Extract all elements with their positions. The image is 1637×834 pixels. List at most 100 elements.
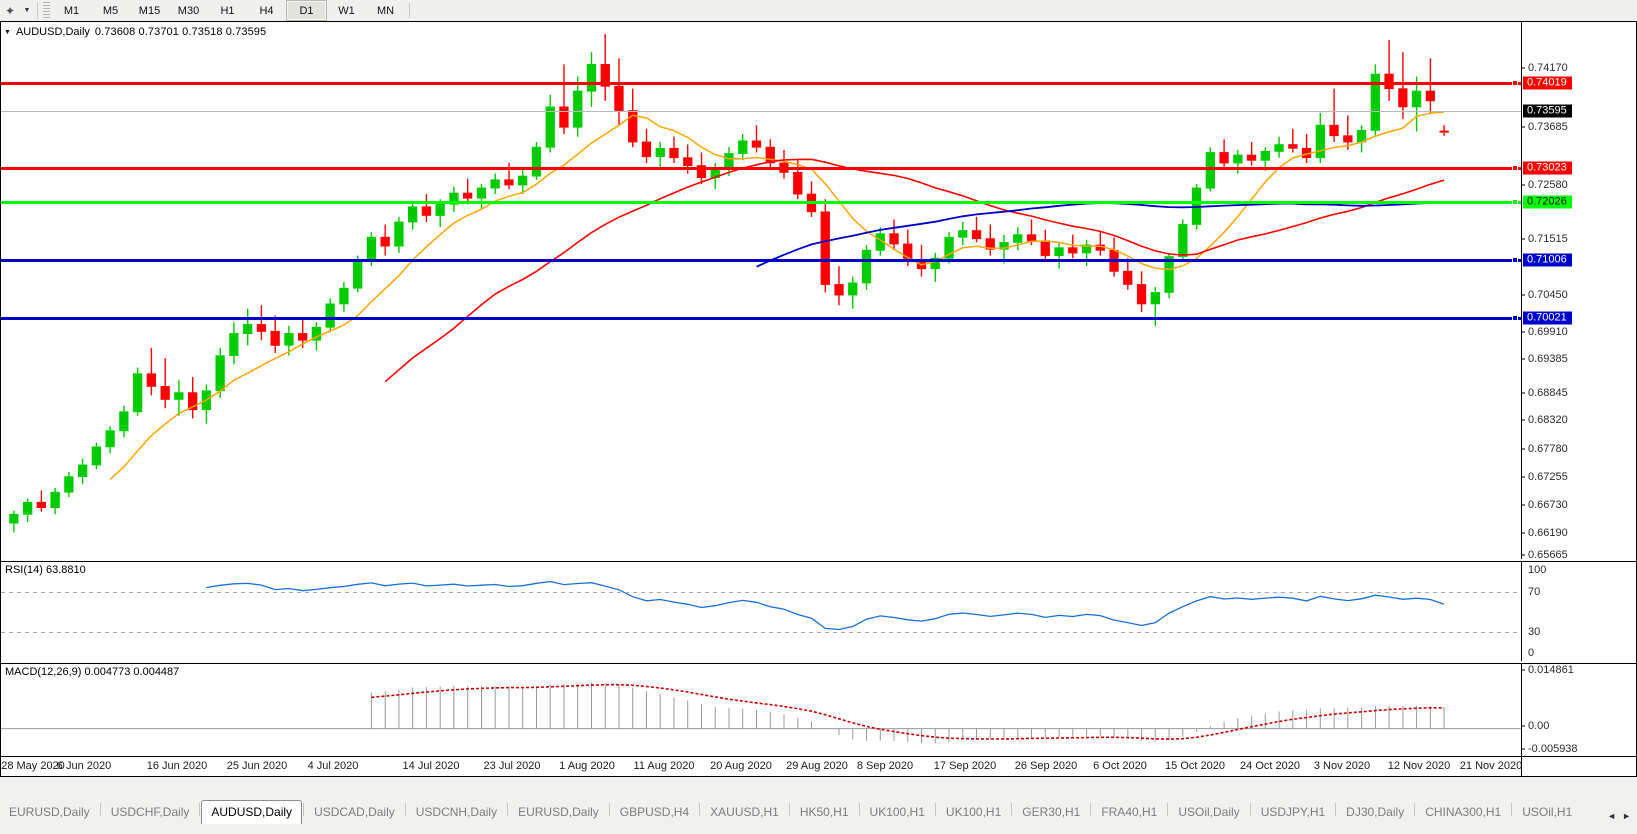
rsi-tick-label: 70 — [1528, 586, 1541, 598]
line-drag-handle[interactable] — [1512, 80, 1518, 86]
time-axis-label: 28 May 2020 — [1, 760, 65, 772]
line-drag-handle[interactable] — [1512, 165, 1518, 171]
time-axis-label: 20 Aug 2020 — [710, 760, 772, 772]
price-tick-label: 0.68320 — [1522, 414, 1568, 426]
tab-fra40-h1[interactable]: FRA40,H1 — [1101, 805, 1158, 819]
timeframe-m30[interactable]: M30 — [177, 4, 200, 17]
horizontal-level-line[interactable] — [1, 167, 1521, 170]
tab-ger30-h1[interactable]: GER30,H1 — [1022, 805, 1081, 819]
time-axis-label: 21 Nov 2020 — [1459, 760, 1521, 772]
tab-divider — [858, 802, 860, 816]
price-tick-label: 0.68845 — [1522, 387, 1568, 399]
timeframe-d1[interactable]: D1 — [286, 0, 327, 21]
toolbar-drag-handle[interactable] — [43, 2, 50, 19]
chart-ohlc-values: 0.73608 0.73701 0.73518 0.73595 — [94, 26, 267, 38]
time-axis-label: 25 Jun 2020 — [226, 760, 288, 772]
chart-symbol-header: ▼ AUDUSD,Daily 0.73608 0.73701 0.73518 0… — [4, 26, 266, 38]
time-axis-label: 14 Jul 2020 — [402, 760, 460, 772]
tab-divider — [1335, 802, 1337, 816]
horizontal-level-line[interactable] — [1, 259, 1521, 262]
tab-scroll-controls: ◄ ► — [1601, 811, 1637, 823]
level-price-label[interactable]: 0.72026 — [1523, 195, 1572, 209]
timeframe-w1[interactable]: W1 — [338, 4, 355, 17]
level-price-label[interactable]: 0.73023 — [1523, 161, 1572, 175]
time-axis-label: 6 Jun 2020 — [56, 760, 112, 772]
tab-audusd-daily[interactable]: AUDUSD,Daily — [201, 800, 303, 824]
time-axis-label: 17 Sep 2020 — [933, 760, 997, 772]
timeframe-h1[interactable]: H1 — [220, 4, 235, 17]
macd-plot-region[interactable] — [1, 664, 1521, 756]
line-drag-handle[interactable] — [1512, 315, 1518, 321]
level-price-label[interactable]: 0.70021 — [1523, 311, 1572, 325]
price-plot-region[interactable] — [1, 22, 1521, 559]
tab-usdcnh-daily[interactable]: USDCNH,Daily — [415, 805, 498, 819]
tab-divider — [99, 802, 101, 816]
macd-tick-label: -0.005938 — [1522, 743, 1578, 755]
price-pane[interactable]: ▼ AUDUSD,Daily 0.73608 0.73701 0.73518 0… — [1, 22, 1636, 559]
horizontal-level-line[interactable] — [1, 201, 1521, 204]
symbol-tabs: EURUSD,Daily USDCHF,Daily AUDUSD,Daily USDC… — [0, 799, 1637, 824]
rsi-plot-region[interactable] — [1, 562, 1521, 661]
line-drag-handle[interactable] — [1512, 257, 1518, 263]
tab-dj30-daily[interactable]: DJ30,Daily — [1346, 805, 1405, 819]
crosshair-icon[interactable]: ✦ — [4, 3, 16, 18]
tab-uk100-h1[interactable]: UK100,H1 — [945, 805, 1002, 819]
timeframe-mn[interactable]: MN — [376, 4, 395, 17]
tab-eurusd-daily[interactable]: EURUSD,Daily — [9, 805, 90, 819]
price-tick-label: 0.69910 — [1522, 326, 1568, 338]
price-tick-label: 0.67780 — [1522, 443, 1568, 455]
time-axis-corner — [1521, 757, 1636, 776]
tab-usdjpy-h1[interactable]: USDJPY,H1 — [1260, 805, 1326, 819]
horizontal-level-line[interactable] — [1, 317, 1521, 320]
level-price-label[interactable]: 0.74019 — [1523, 76, 1572, 90]
timeframe-m15[interactable]: M15 — [138, 4, 161, 17]
toolbar-divider — [37, 2, 38, 19]
time-axis-label: 8 Sep 2020 — [856, 760, 914, 772]
price-axis[interactable]: 0.74170 0.73685 0.72580 0.71515 0.70450 0.699… — [1521, 22, 1636, 559]
tab-china300-h1[interactable]: CHINA300,H1 — [1425, 805, 1502, 819]
tab-usdcad-daily[interactable]: USDCAD,Daily — [314, 805, 395, 819]
tab-eurusd-daily[interactable]: EURUSD,Daily — [518, 805, 599, 819]
tab-gbpusd-h4[interactable]: GBPUSD,H4 — [619, 805, 690, 819]
macd-tick-label: 0.014861 — [1522, 664, 1574, 676]
time-axis[interactable]: 28 May 2020 6 Jun 2020 16 Jun 2020 25 Jun 2… — [1, 756, 1636, 776]
tab-usoil-h1[interactable]: USOil,H1 — [1522, 805, 1573, 819]
timeframe-m5[interactable]: M5 — [102, 4, 119, 17]
rsi-line-chart — [206, 580, 1445, 631]
tab-divider — [699, 802, 701, 816]
symbol-tab-strip: EURUSD,Daily USDCHF,Daily AUDUSD,Daily USDC… — [0, 777, 1637, 834]
time-axis-label: 23 Jul 2020 — [483, 760, 541, 772]
tab-scroll-right-icon[interactable]: ► — [1622, 811, 1631, 821]
price-tick-label: 0.66190 — [1522, 527, 1568, 539]
chart-area[interactable]: ▼ AUDUSD,Daily 0.73608 0.73701 0.73518 0… — [0, 21, 1637, 777]
tab-divider — [788, 802, 790, 816]
price-tick-label: 0.74170 — [1522, 62, 1568, 74]
horizontal-level-line[interactable] — [1, 82, 1521, 85]
rsi-tick-label: 30 — [1528, 626, 1541, 638]
time-axis-label: 16 Jun 2020 — [146, 760, 208, 772]
timeframe-m1[interactable]: M1 — [63, 4, 80, 17]
tab-usdchf-daily[interactable]: USDCHF,Daily — [110, 805, 190, 819]
tab-divider — [1249, 802, 1251, 816]
price-tick-label: 0.69385 — [1522, 353, 1568, 365]
tab-scroll-left-icon[interactable]: ◄ — [1607, 811, 1617, 821]
time-axis-label: 1 Aug 2020 — [559, 760, 615, 772]
time-axis-labels: 28 May 2020 6 Jun 2020 16 Jun 2020 25 Jun 2… — [1, 757, 1521, 776]
rsi-tick-label: 0 — [1528, 647, 1535, 659]
macd-pane[interactable]: MACD(12,26,9) 0.004773 0.004487 0.014861… — [1, 663, 1636, 756]
tab-hk50-h1[interactable]: HK50,H1 — [799, 805, 849, 819]
tab-xauusd-h1[interactable]: XAUUSD,H1 — [710, 805, 779, 819]
tab-divider — [1090, 802, 1092, 816]
tab-usoil-daily[interactable]: USOil,Daily — [1178, 805, 1240, 819]
tab-uk100-h1[interactable]: UK100,H1 — [869, 805, 925, 819]
triangle-down-icon[interactable]: ▼ — [4, 28, 11, 36]
timeframe-h4[interactable]: H4 — [259, 4, 274, 17]
rsi-pane[interactable]: RSI(14) 63.8810 100 70 30 0 — [1, 561, 1636, 661]
chevron-down-icon[interactable]: ▼ — [23, 7, 31, 14]
line-drag-handle[interactable] — [1512, 199, 1518, 205]
tab-divider — [1414, 802, 1416, 816]
level-price-label[interactable]: 0.71006 — [1523, 253, 1572, 267]
chart-symbol-label: AUDUSD,Daily — [15, 26, 90, 38]
tab-divider — [934, 802, 936, 816]
